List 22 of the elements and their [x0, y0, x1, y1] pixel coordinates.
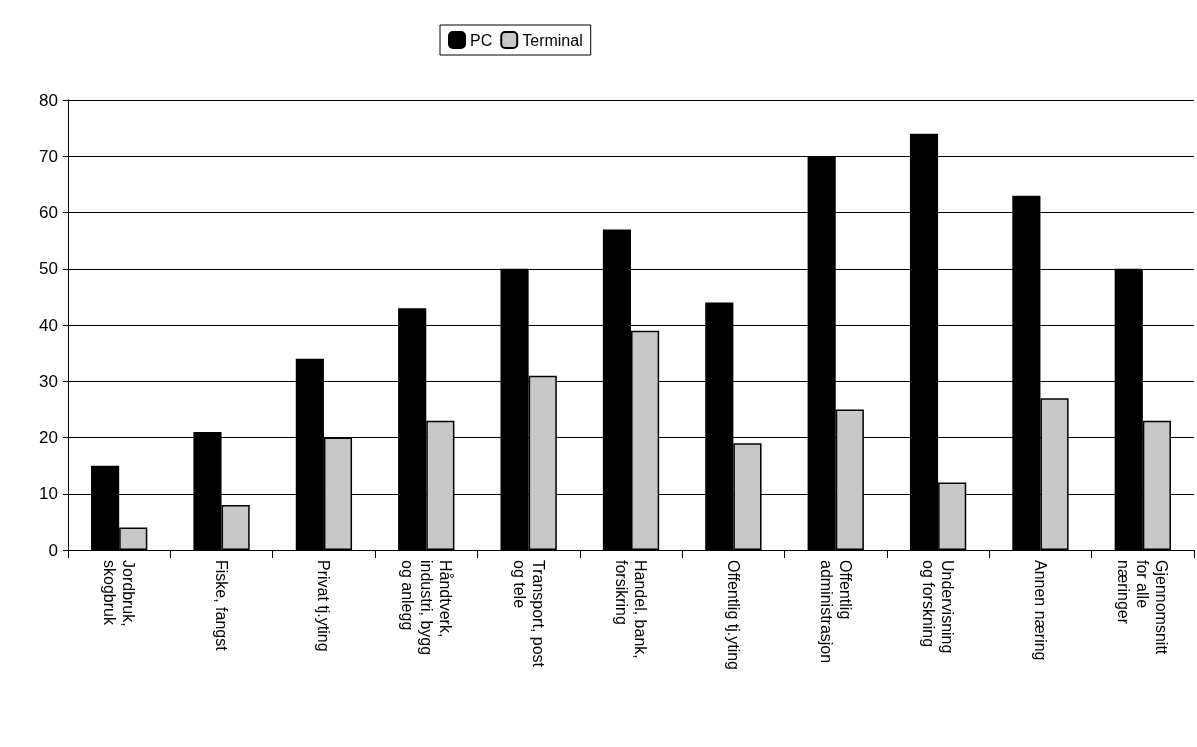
y-tick-label: 30 — [39, 371, 58, 391]
x-tick-label: Gjennomsnitt for alle næringer — [1115, 560, 1171, 655]
legend-label: PC — [470, 31, 493, 49]
legend-label: Terminal — [522, 31, 583, 49]
x-tick-label: Offentlig tj.yting — [724, 560, 742, 670]
x-tick-label: Annen næring — [1031, 560, 1049, 661]
y-tick-label: 50 — [39, 259, 58, 279]
x-tick-label: Privat tj.yting — [315, 560, 333, 652]
y-tick-label: 40 — [39, 315, 58, 335]
x-tick-label: Jordbruk, skogbruk — [101, 560, 138, 627]
x-tick-label: Handel, bank, forsikring — [613, 560, 649, 659]
x-tick-label: Håndtverk, industri, bygg og anlegg — [398, 560, 454, 656]
y-tick-label: 0 — [48, 540, 58, 560]
x-tick-label: Transport, post og tele — [510, 560, 547, 668]
y-tick-label: 10 — [39, 484, 58, 504]
y-tick-label: 60 — [39, 203, 58, 222]
y-tick-label: 80 — [39, 90, 58, 110]
y-tick-label: 70 — [39, 146, 58, 166]
y-tick-label: 20 — [39, 428, 58, 447]
x-tick-label: Undervisning og forskning — [920, 560, 957, 654]
x-tick-label: Fiske, fangst — [213, 560, 231, 652]
x-tick-label: Offentlig administrasjon — [817, 560, 854, 664]
